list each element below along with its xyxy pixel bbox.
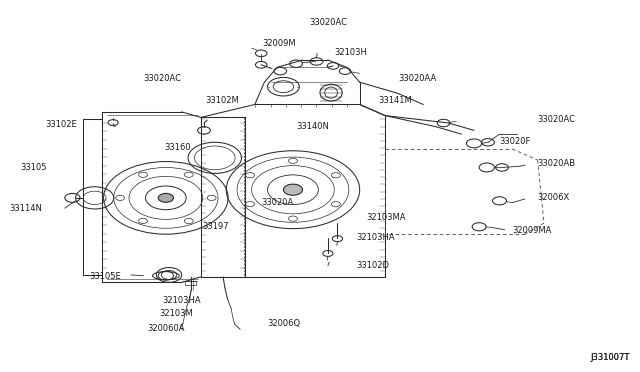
Text: 33105E: 33105E [90,272,122,281]
Text: 32103M: 32103M [159,310,193,318]
Text: 33020AC: 33020AC [538,115,575,124]
Text: 33140N: 33140N [296,122,329,131]
Text: 32103HA: 32103HA [162,296,201,305]
Text: 32103MA: 32103MA [366,213,406,222]
Text: 33141M: 33141M [379,96,413,105]
Text: 33160: 33160 [164,142,191,151]
Text: 32009MA: 32009MA [512,226,552,235]
Text: 32009M: 32009M [262,39,296,48]
Text: 33020AC: 33020AC [144,74,182,83]
Text: 33020AA: 33020AA [398,74,436,83]
Text: 33020AB: 33020AB [538,159,576,168]
Text: 33020AC: 33020AC [309,17,347,27]
Text: 32103H: 32103H [334,48,367,57]
Text: 33102M: 33102M [205,96,239,105]
Text: 32006Q: 32006Q [268,319,301,328]
Bar [185,281,196,285]
Text: J331007T: J331007T [590,353,630,362]
Text: 33102D: 33102D [356,261,390,270]
Text: 33105: 33105 [20,163,47,172]
Circle shape [284,184,303,195]
Circle shape [158,193,173,202]
Text: 33114N: 33114N [9,204,42,213]
Text: 33020F: 33020F [499,137,531,146]
Text: 33197: 33197 [203,222,229,231]
Text: 32103HA: 32103HA [356,233,395,243]
Text: J331007T: J331007T [590,353,630,362]
Text: 320060A: 320060A [147,324,185,333]
Text: 33020A: 33020A [261,198,293,207]
Text: 33102E: 33102E [45,121,77,129]
Text: 32006X: 32006X [538,193,570,202]
